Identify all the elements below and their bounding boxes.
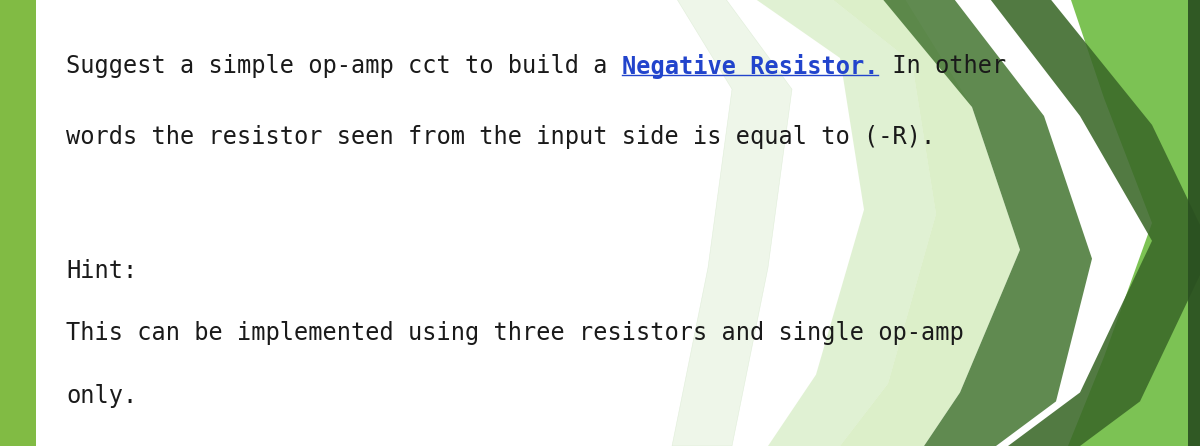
Polygon shape (0, 0, 36, 446)
Text: In other: In other (878, 54, 1007, 78)
Text: Suggest a simple op-amp cct to build a: Suggest a simple op-amp cct to build a (66, 54, 622, 78)
Polygon shape (744, 0, 936, 446)
Polygon shape (822, 0, 1020, 446)
Text: This can be implemented using three resistors and single op-amp: This can be implemented using three resi… (66, 321, 964, 345)
Text: words the resistor seen from the input side is equal to (-R).: words the resistor seen from the input s… (66, 125, 935, 149)
Polygon shape (984, 0, 1200, 446)
Text: Negative Resistor.: Negative Resistor. (622, 54, 878, 78)
Text: Hint:: Hint: (66, 259, 137, 283)
Polygon shape (1188, 0, 1200, 446)
Polygon shape (876, 0, 1092, 446)
Polygon shape (672, 0, 792, 446)
Text: only.: only. (66, 384, 137, 408)
Polygon shape (1068, 0, 1200, 446)
